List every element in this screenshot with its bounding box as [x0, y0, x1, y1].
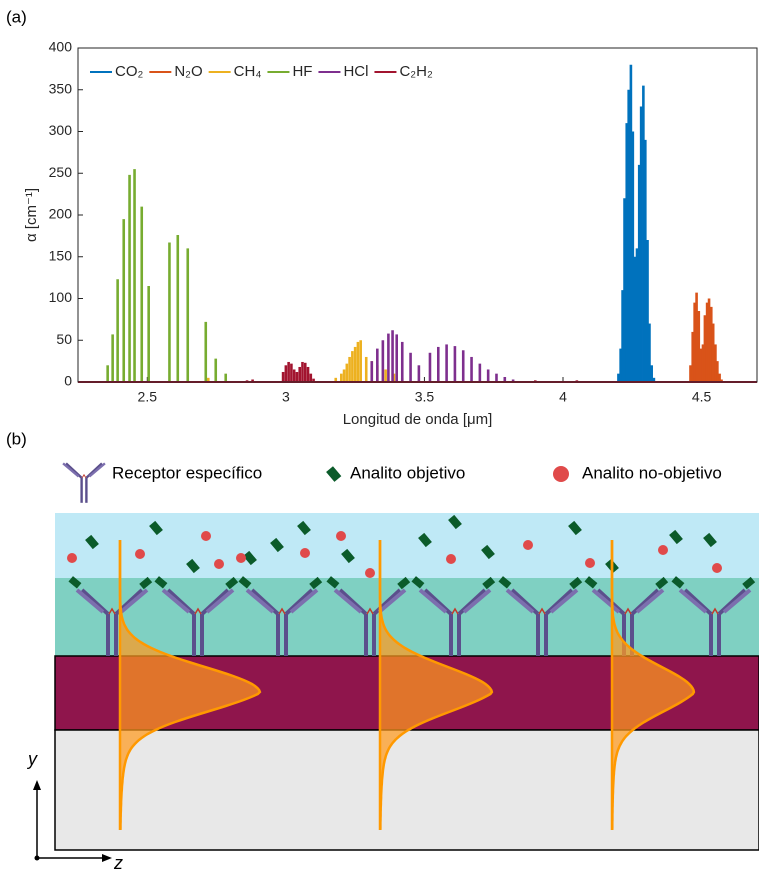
bound-target [411, 576, 425, 589]
nontarget-analyte [214, 559, 224, 569]
bound-target [742, 576, 756, 590]
target-analyte [243, 550, 257, 566]
nontarget-analyte [446, 554, 456, 564]
axis-letter: z [113, 853, 123, 872]
bound-target [238, 576, 252, 589]
mode-fill [120, 540, 260, 830]
bound-target [482, 576, 496, 590]
y-tick-label: 50 [56, 331, 72, 347]
target-analyte [186, 558, 200, 574]
axis-letter: y [26, 749, 38, 769]
bound-target [498, 576, 512, 589]
bound-target [326, 576, 340, 589]
solution-layer [55, 513, 759, 579]
series [106, 169, 228, 382]
target-analyte [418, 532, 432, 548]
bound-target [154, 576, 168, 589]
target-analyte [448, 514, 462, 530]
plot-area [78, 48, 757, 382]
x-tick-label: 3.5 [415, 389, 435, 405]
target-analyte [568, 520, 582, 536]
legend-receptor-icon [61, 462, 107, 505]
legend-label: Analito objetivo [350, 463, 465, 482]
legend-target-icon [326, 466, 342, 482]
x-tick-label: 4 [559, 389, 567, 405]
y-tick-label: 150 [49, 247, 73, 263]
mode-fill [380, 540, 492, 830]
bound-target [225, 576, 239, 590]
bound-target [584, 576, 598, 589]
legend-label: HF [292, 63, 312, 80]
plot-frame [77, 47, 758, 383]
nontarget-analyte [658, 545, 668, 555]
diagram: Receptor específico Analito objetivo Ana… [26, 462, 759, 872]
panel-label: (b) [6, 429, 27, 448]
legend-label: HCl [343, 63, 368, 80]
target-analyte [341, 548, 355, 564]
nontarget-analyte [365, 568, 375, 578]
bound-target [139, 576, 153, 590]
nontarget-analyte [135, 549, 145, 559]
plot: 0 50 100 150 200 250 300 350 400 2.5 3 3.5 4 4.5 Longi… [23, 39, 758, 428]
bound-target [309, 576, 323, 590]
receptor-layer [55, 578, 759, 656]
nontarget-analyte [712, 563, 722, 573]
nontarget-analyte [201, 531, 211, 541]
bound-target [397, 576, 411, 590]
series [370, 330, 515, 382]
nontarget-analyte [300, 548, 310, 558]
x-tick-label: 3 [282, 389, 290, 405]
target-analyte [703, 532, 717, 548]
bound-target [655, 576, 669, 590]
nontarget-analyte [336, 531, 346, 541]
axis-origin [34, 855, 40, 861]
target-analyte [149, 520, 163, 536]
legend-label: C₂H₂ [399, 63, 432, 80]
target-analyte [481, 544, 495, 560]
series [617, 64, 656, 382]
substrate-layer [54, 729, 759, 851]
x-axis-label: Longitud de onda [μm] [343, 411, 493, 428]
nontarget-analyte [523, 540, 533, 550]
mode-fill [612, 540, 694, 830]
legend-label: Analito no-objetivo [582, 463, 722, 482]
legend-label: N₂O [174, 63, 202, 80]
arrow-head [33, 780, 41, 790]
y-tick-label: 0 [64, 373, 72, 389]
y-tick-label: 250 [49, 164, 73, 180]
receptors [68, 576, 756, 658]
y-axis-label: α [cm⁻¹] [23, 188, 40, 242]
bound-target [671, 576, 685, 589]
legend-label: CH₄ [234, 63, 262, 80]
legend-nontarget-icon [553, 466, 569, 482]
legend-label: Receptor específico [112, 463, 262, 482]
nontarget-analyte [585, 558, 595, 568]
target-analyte [669, 529, 683, 545]
x-tick-label: 2.5 [138, 389, 158, 405]
target-analyte [297, 520, 311, 536]
panel-label: (a) [6, 7, 27, 26]
nontarget-analyte [67, 553, 77, 563]
y-tick-label: 300 [49, 122, 73, 138]
y-tick-label: 100 [49, 289, 73, 305]
series [689, 292, 723, 382]
legend-label: CO₂ [115, 63, 144, 80]
y-tick-label: 400 [49, 39, 73, 55]
nontarget-analyte [236, 553, 246, 563]
bound-target [68, 576, 82, 589]
arrow-head [102, 854, 112, 862]
x-tick-label: 4.5 [692, 389, 712, 405]
series [245, 361, 579, 382]
bound-target [569, 576, 583, 590]
y-tick-label: 350 [49, 80, 73, 96]
y-tick-label: 200 [49, 206, 73, 222]
target-analyte [270, 537, 284, 553]
optical-modes [118, 540, 696, 831]
target-analyte [85, 534, 99, 550]
